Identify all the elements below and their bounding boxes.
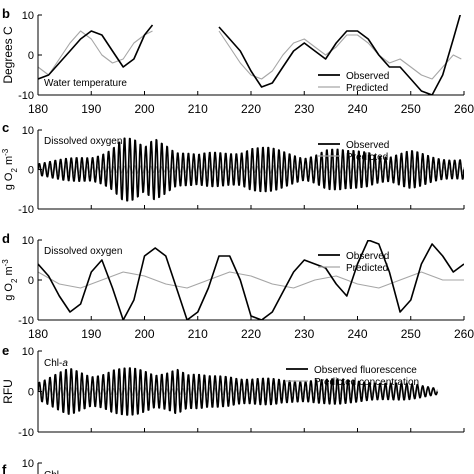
x-tick-label-d-8: 260 (454, 327, 474, 341)
x-tick-label-d-6: 240 (347, 327, 367, 341)
y-tick-label-e-2: 10 (22, 346, 34, 358)
x-tick-label-b-1: 190 (81, 102, 101, 116)
y-tick-label-f-0: 10 (22, 458, 34, 470)
y-tick-label-e-0: -10 (18, 427, 34, 439)
series-predicted-b-seg1 (218, 30, 462, 80)
y-tick-label-e-1: 0 (28, 387, 34, 399)
panel-f: f 10 Chl- (2, 458, 62, 474)
y-tick-label-c-2: 10 (22, 125, 34, 137)
series-predicted-d (38, 271, 464, 289)
x-tick-label-b-8: 260 (454, 102, 474, 116)
x-tick-label-b-0: 180 (28, 102, 48, 116)
x-tick-label-d-7: 250 (401, 327, 421, 341)
series-observed-b-seg0 (38, 24, 154, 80)
y-tick-label-c-1: 0 (28, 165, 34, 177)
series-observed-c (38, 137, 464, 202)
panel-c: c -10 0 10g O2 m-3 Dissolved oxygen ObservedP… (1, 120, 465, 216)
legend-label-c-1: Predicted (346, 152, 388, 163)
series-observed-fluorescence-e (38, 367, 439, 416)
plot-area-b (38, 15, 462, 95)
y-tick-label-b-2: 10 (22, 10, 34, 22)
panel-e: e -10 0 10 RFU Chl-a Observed fluorescencePred… (1, 343, 465, 439)
series-observed-b-seg1 (218, 15, 461, 95)
panel-letter-f: f (2, 462, 7, 474)
legend-label-e-1: Predicted concentration (314, 377, 419, 388)
panel-d: d -10 0 10 180 190 200 210 220 230 240 250 260 g O2 m… (1, 231, 474, 341)
annotation-d: Dissolved oxygen (44, 246, 122, 257)
y-tick-label-d-1: 0 (28, 275, 34, 287)
panel-letter-e: e (2, 343, 9, 358)
legend-label-d-0: Observed (346, 251, 389, 262)
x-tick-label-d-5: 230 (294, 327, 314, 341)
annotation-b: Water temperature (44, 78, 127, 89)
x-tick-label-d-3: 210 (188, 327, 208, 341)
x-tick-label-b-2: 200 (134, 102, 154, 116)
legend-label-d-1: Predicted (346, 263, 388, 274)
x-tick-label-b-7: 250 (401, 102, 421, 116)
x-tick-label-b-6: 240 (347, 102, 367, 116)
legend-label-c-0: Observed (346, 140, 389, 151)
annotation-f: Chl- (44, 470, 62, 474)
x-tick-label-d-2: 200 (134, 327, 154, 341)
x-tick-label-d-1: 190 (81, 327, 101, 341)
y-axis-label-e: RFU (1, 379, 15, 404)
panel-letter-c: c (2, 120, 9, 135)
y-tick-label-b-0: -10 (18, 90, 34, 102)
plot-area-e (38, 367, 439, 416)
x-tick-label-b-3: 210 (188, 102, 208, 116)
x-tick-label-d-4: 220 (241, 327, 261, 341)
legend-label-b-0: Observed (346, 71, 389, 82)
y-tick-label-b-1: 0 (28, 50, 34, 62)
x-tick-label-b-5: 230 (294, 102, 314, 116)
y-axis-label-d: g O2 m-3 (1, 259, 19, 301)
annotation-e: Chl-a (44, 358, 68, 369)
x-tick-label-b-4: 220 (241, 102, 261, 116)
panel-b: b -10 0 10 180 190 200 210 220 230 240 250 260 Degree… (1, 6, 474, 116)
series-predicted-b-seg0 (38, 30, 153, 76)
y-axis-label-c: g O2 m-3 (1, 148, 19, 190)
legend-label-b-1: Predicted (346, 83, 388, 94)
x-tick-label-d-0: 180 (28, 327, 48, 341)
y-axis-label-b: Degrees C (1, 26, 15, 84)
panel-letter-d: d (2, 231, 10, 246)
annotation-c: Dissolved oxygen (44, 136, 122, 147)
plot-area-c (38, 137, 464, 202)
y-tick-label-d-0: -10 (18, 315, 34, 327)
y-tick-label-d-2: 10 (22, 235, 34, 247)
legend-label-e-0: Observed fluorescence (314, 365, 417, 376)
panel-letter-b: b (2, 6, 10, 21)
y-tick-label-c-0: -10 (18, 204, 34, 216)
